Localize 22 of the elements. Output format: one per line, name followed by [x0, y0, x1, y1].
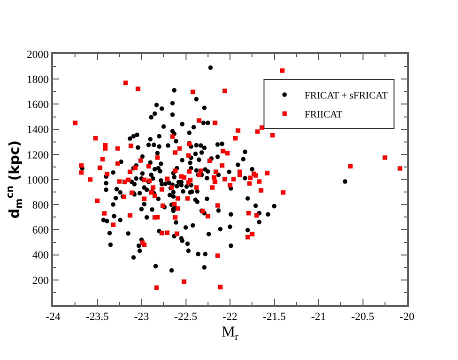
y-tick-label: 400: [32, 250, 50, 262]
x-tick-label: -23.5: [86, 311, 110, 324]
y-tick-label: 2000: [26, 48, 50, 61]
x-tick-label: -22.5: [174, 311, 198, 324]
x-tick-label: -20.5: [351, 311, 375, 324]
x-axis-title: M$_{r}$: [222, 324, 239, 343]
x-tick-label: -21: [311, 311, 326, 324]
y-tick-label: 1600: [26, 99, 50, 112]
y-tick-label: 1400: [26, 124, 50, 136]
y-tick-label: 1200: [26, 149, 50, 162]
x-tick-label: -23: [134, 311, 150, 324]
x-tick-label: -20: [400, 311, 415, 324]
legend-label: FRIICAT: [304, 110, 342, 120]
y-tick-label: 1800: [26, 74, 50, 86]
y-tick-label: 600: [32, 224, 50, 237]
x-tick-label: -21.5: [262, 311, 286, 324]
x-tick-label: -24: [46, 311, 61, 324]
y-tick-label: 1000: [26, 174, 50, 186]
legend-label: FRICAT + sFRICAT: [304, 90, 388, 102]
y-tick-label: 200: [32, 274, 50, 287]
x-tick-label: -22: [222, 311, 238, 324]
y-tick-label: 800: [32, 199, 50, 212]
